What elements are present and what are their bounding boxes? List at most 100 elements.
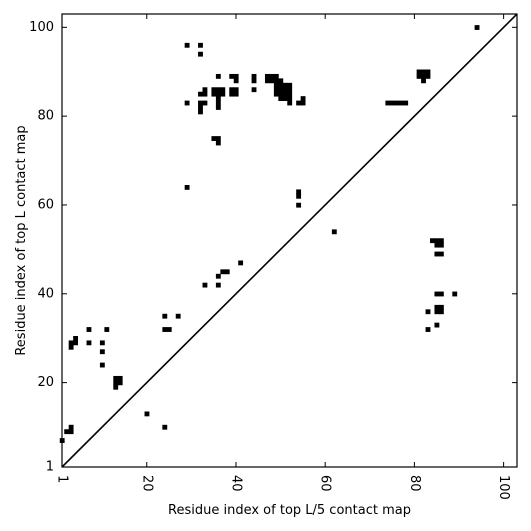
contact-cell <box>233 78 239 84</box>
contact-cell <box>385 100 391 106</box>
contact-cell <box>233 73 239 79</box>
contact-cell <box>215 282 221 288</box>
contact-cell <box>425 309 431 315</box>
contact-cell <box>264 78 270 84</box>
contact-cell <box>273 91 279 97</box>
contact-cell <box>202 87 208 93</box>
contact-cell <box>278 91 284 97</box>
contact-cell <box>296 202 302 208</box>
contact-cell <box>416 69 422 75</box>
contact-cell <box>68 340 74 346</box>
contact-cell <box>269 73 275 79</box>
contact-cell <box>438 242 444 248</box>
contact-cell <box>215 87 221 93</box>
contact-cell <box>278 78 284 84</box>
x-tick-label: 40 <box>228 475 243 492</box>
contact-cell <box>278 96 284 101</box>
contact-cell <box>389 100 395 106</box>
contact-cell <box>233 87 239 93</box>
y-tick-label: 20 <box>37 375 54 390</box>
contact-cell <box>233 91 239 97</box>
contact-cell <box>215 273 221 279</box>
contact-cell <box>331 229 337 235</box>
contact-cell <box>398 100 404 106</box>
contact-cell <box>296 193 302 199</box>
y-tick-label: 40 <box>37 286 54 301</box>
contact-cell <box>166 327 172 332</box>
contact-cell <box>273 87 279 93</box>
contact-cell <box>215 140 221 146</box>
contact-cell <box>211 136 217 141</box>
contact-cell <box>282 91 288 97</box>
contact-cell <box>113 380 119 386</box>
contact-cell <box>198 51 203 57</box>
contact-cell <box>215 105 221 110</box>
contact-cell <box>238 260 244 266</box>
contact-cell <box>251 78 257 84</box>
contact-cell <box>220 87 226 93</box>
contact-cell <box>416 73 422 79</box>
contact-cell <box>296 189 302 195</box>
contact-cell <box>434 251 440 257</box>
contact-cell <box>184 184 190 190</box>
contact-cell <box>282 82 288 88</box>
contact-cell <box>198 105 203 110</box>
contact-cell <box>215 96 221 101</box>
contact-cell <box>64 429 70 435</box>
contact-cell <box>215 91 221 97</box>
contact-cell <box>86 340 92 346</box>
contact-cell <box>251 73 257 79</box>
contact-cell <box>68 429 74 435</box>
contact-cell <box>425 73 431 79</box>
contact-cell <box>434 309 440 315</box>
contact-cell <box>438 309 444 315</box>
contact-cell <box>198 100 203 106</box>
contact-cell <box>99 349 105 355</box>
contact-cell <box>220 91 226 97</box>
contact-cell <box>273 78 279 84</box>
contact-cell <box>202 91 208 97</box>
contact-cell <box>438 291 444 297</box>
contact-cell <box>198 42 203 48</box>
contact-cell <box>68 344 74 350</box>
contact-cell <box>425 69 431 75</box>
contact-cell <box>162 424 168 430</box>
contact-cell <box>73 335 79 341</box>
contact-cell <box>162 327 168 332</box>
contact-cells <box>59 25 480 443</box>
contact-cell <box>104 327 110 332</box>
contact-cell <box>434 291 440 297</box>
contact-cell <box>434 238 440 244</box>
contact-cell <box>430 238 435 244</box>
contact-cell <box>403 100 409 106</box>
x-axis-label: Residue index of top L/5 contact map <box>168 503 411 518</box>
contact-cell <box>117 375 123 381</box>
contact-cell <box>264 73 270 79</box>
y-axis-label: Residue index of top L contact map <box>14 125 29 355</box>
contact-cell <box>282 96 288 101</box>
contact-cell <box>99 340 105 346</box>
contact-cell <box>184 42 190 48</box>
contact-cell <box>278 82 284 88</box>
y-tick-label: 100 <box>29 20 54 35</box>
contact-cell <box>421 69 426 75</box>
contact-cell <box>215 100 221 106</box>
contact-cell <box>229 91 235 97</box>
x-tick-label: 1 <box>55 475 70 483</box>
contact-cell <box>421 73 426 79</box>
contact-cell <box>211 91 217 97</box>
plot-frame <box>61 13 518 468</box>
contact-cell <box>300 96 306 101</box>
y-tick-label: 60 <box>37 197 54 212</box>
contact-cell <box>162 313 168 319</box>
contact-cell <box>434 322 440 328</box>
contact-cell <box>273 73 279 79</box>
contact-cell <box>438 304 444 310</box>
diagonal-line <box>61 13 518 468</box>
contact-cell <box>287 100 293 106</box>
contact-cell <box>287 87 293 93</box>
contact-cell <box>202 100 208 106</box>
contact-cell <box>434 242 440 248</box>
contact-cell <box>198 109 203 115</box>
contact-cell <box>300 100 306 106</box>
